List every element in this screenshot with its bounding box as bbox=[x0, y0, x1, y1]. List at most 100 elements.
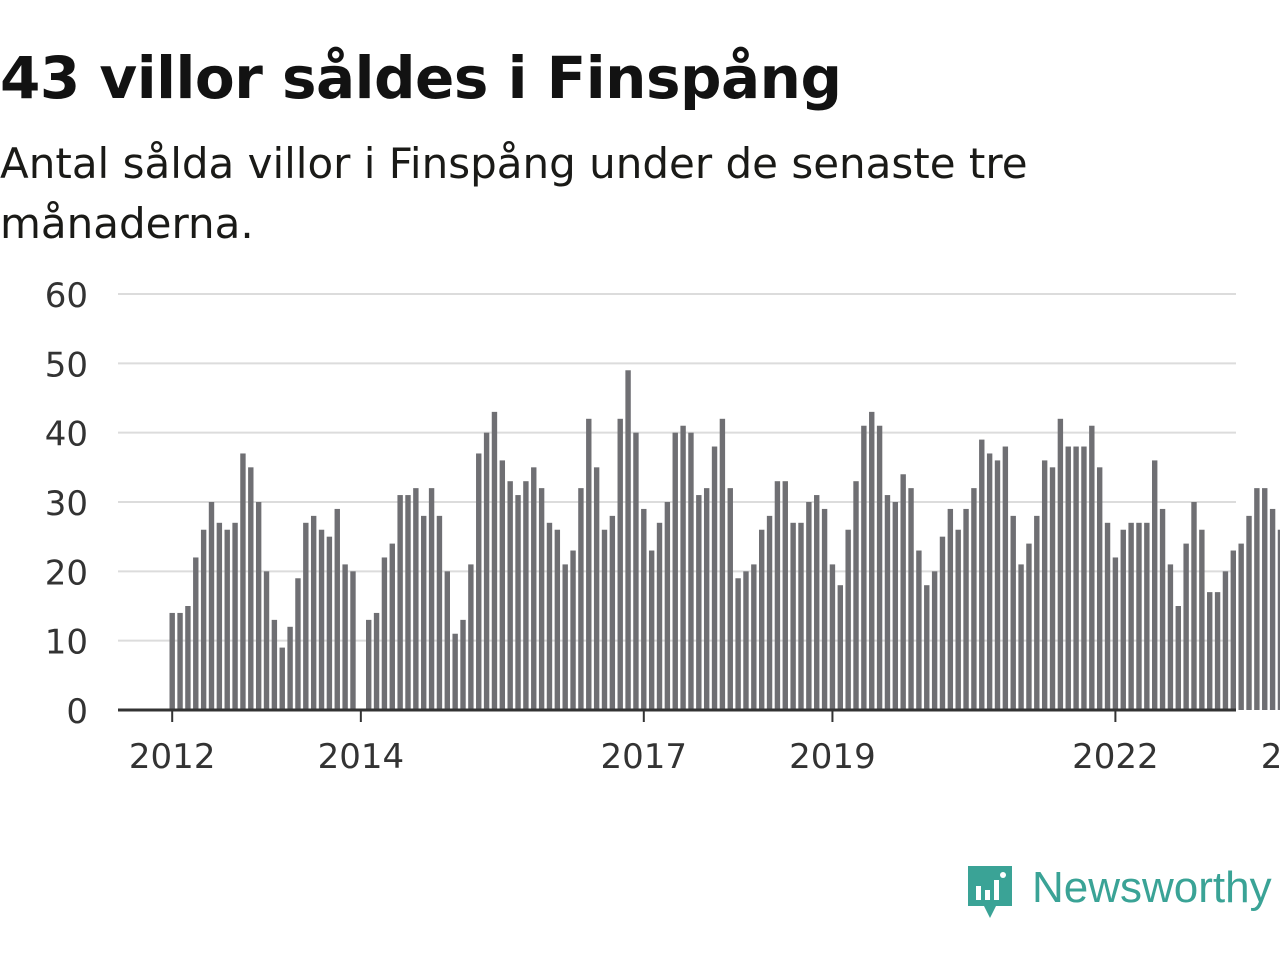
bar bbox=[586, 418, 592, 710]
bar bbox=[711, 446, 718, 710]
bar bbox=[444, 571, 450, 710]
x-tick-label: 2019 bbox=[789, 737, 876, 777]
bar bbox=[1073, 446, 1079, 710]
bar bbox=[1191, 502, 1197, 710]
bar bbox=[200, 529, 207, 710]
bar bbox=[1089, 425, 1095, 710]
bar bbox=[421, 515, 427, 710]
y-tick-label: 0 bbox=[66, 692, 88, 732]
bar bbox=[609, 515, 616, 710]
bar bbox=[774, 481, 781, 710]
bar bbox=[216, 522, 223, 710]
bar bbox=[994, 460, 1001, 710]
bar bbox=[837, 585, 843, 710]
bar bbox=[436, 515, 443, 710]
bar bbox=[193, 557, 199, 710]
bar bbox=[507, 481, 513, 710]
brand-name: Newsworthy bbox=[1032, 863, 1272, 912]
bar bbox=[1010, 515, 1016, 710]
bars bbox=[169, 370, 1280, 710]
bar bbox=[208, 502, 215, 710]
bar bbox=[546, 522, 553, 710]
bar bbox=[468, 564, 474, 710]
bar bbox=[381, 557, 388, 710]
bar bbox=[1175, 606, 1181, 710]
bar bbox=[1081, 446, 1087, 710]
bar bbox=[939, 536, 946, 710]
bar bbox=[593, 467, 600, 710]
x-tick-label: 2012 bbox=[129, 737, 216, 777]
bar bbox=[821, 508, 828, 710]
bar bbox=[1104, 522, 1111, 710]
x-axis: 2012 2014 2017 2019 2022 2024 bbox=[118, 708, 1280, 777]
bar bbox=[814, 495, 820, 710]
bar bbox=[240, 453, 246, 710]
bar bbox=[326, 536, 333, 710]
bar bbox=[491, 411, 498, 710]
bar bbox=[578, 488, 584, 710]
x-tick-label: 2017 bbox=[601, 737, 688, 777]
y-tick-label: 30 bbox=[45, 484, 88, 524]
bar bbox=[483, 432, 490, 710]
bar bbox=[916, 550, 922, 710]
chart-title: 43 villor såldes i Finspång bbox=[0, 44, 842, 112]
bar bbox=[1144, 522, 1150, 710]
bar bbox=[924, 585, 930, 710]
bar bbox=[570, 550, 576, 710]
bar bbox=[295, 578, 301, 710]
bar bbox=[515, 495, 521, 710]
bar-chart-speech-icon bbox=[968, 866, 1012, 918]
bar bbox=[255, 502, 262, 710]
bar bbox=[900, 474, 906, 710]
bar bbox=[248, 467, 254, 710]
bar bbox=[759, 529, 765, 710]
bar bbox=[719, 418, 726, 710]
y-tick-label: 50 bbox=[45, 345, 88, 385]
bar bbox=[1002, 446, 1009, 710]
bar bbox=[476, 453, 482, 710]
bar bbox=[350, 571, 356, 710]
bar bbox=[531, 467, 537, 710]
bar bbox=[641, 508, 647, 710]
bar bbox=[224, 529, 230, 710]
bar bbox=[177, 612, 183, 710]
bar bbox=[979, 439, 985, 710]
bar bbox=[1269, 508, 1276, 710]
chart-subtitle: Antal sålda villor i Finspång under de s… bbox=[0, 139, 1028, 248]
bar bbox=[892, 502, 899, 710]
bar bbox=[829, 564, 836, 710]
bar bbox=[648, 550, 655, 710]
bar bbox=[727, 488, 733, 710]
bar bbox=[1277, 529, 1280, 710]
bar bbox=[287, 626, 293, 710]
bar bbox=[806, 502, 812, 710]
bar bbox=[766, 515, 773, 710]
bar bbox=[373, 612, 380, 710]
bar bbox=[460, 619, 466, 710]
bar bbox=[696, 495, 702, 710]
bar bbox=[625, 370, 631, 710]
y-axis-ticks: 0 10 20 30 40 50 60 bbox=[45, 276, 88, 732]
bar bbox=[845, 529, 851, 710]
bar bbox=[1034, 515, 1040, 710]
bar bbox=[986, 453, 993, 710]
bar bbox=[869, 411, 875, 710]
bar bbox=[861, 425, 867, 710]
bar bbox=[263, 571, 270, 710]
bar bbox=[617, 418, 623, 710]
bar bbox=[1238, 543, 1244, 710]
bar bbox=[499, 460, 506, 710]
bar bbox=[303, 522, 309, 710]
bar bbox=[1183, 543, 1189, 710]
bar bbox=[1262, 488, 1268, 710]
bar bbox=[452, 633, 458, 710]
bar bbox=[680, 425, 686, 710]
bar bbox=[1152, 460, 1158, 710]
bar bbox=[413, 488, 419, 710]
bar bbox=[1120, 529, 1126, 710]
bar bbox=[1128, 522, 1134, 710]
bar bbox=[931, 571, 938, 710]
bar bbox=[672, 432, 678, 710]
bar bbox=[1199, 529, 1205, 710]
bar bbox=[790, 522, 796, 710]
